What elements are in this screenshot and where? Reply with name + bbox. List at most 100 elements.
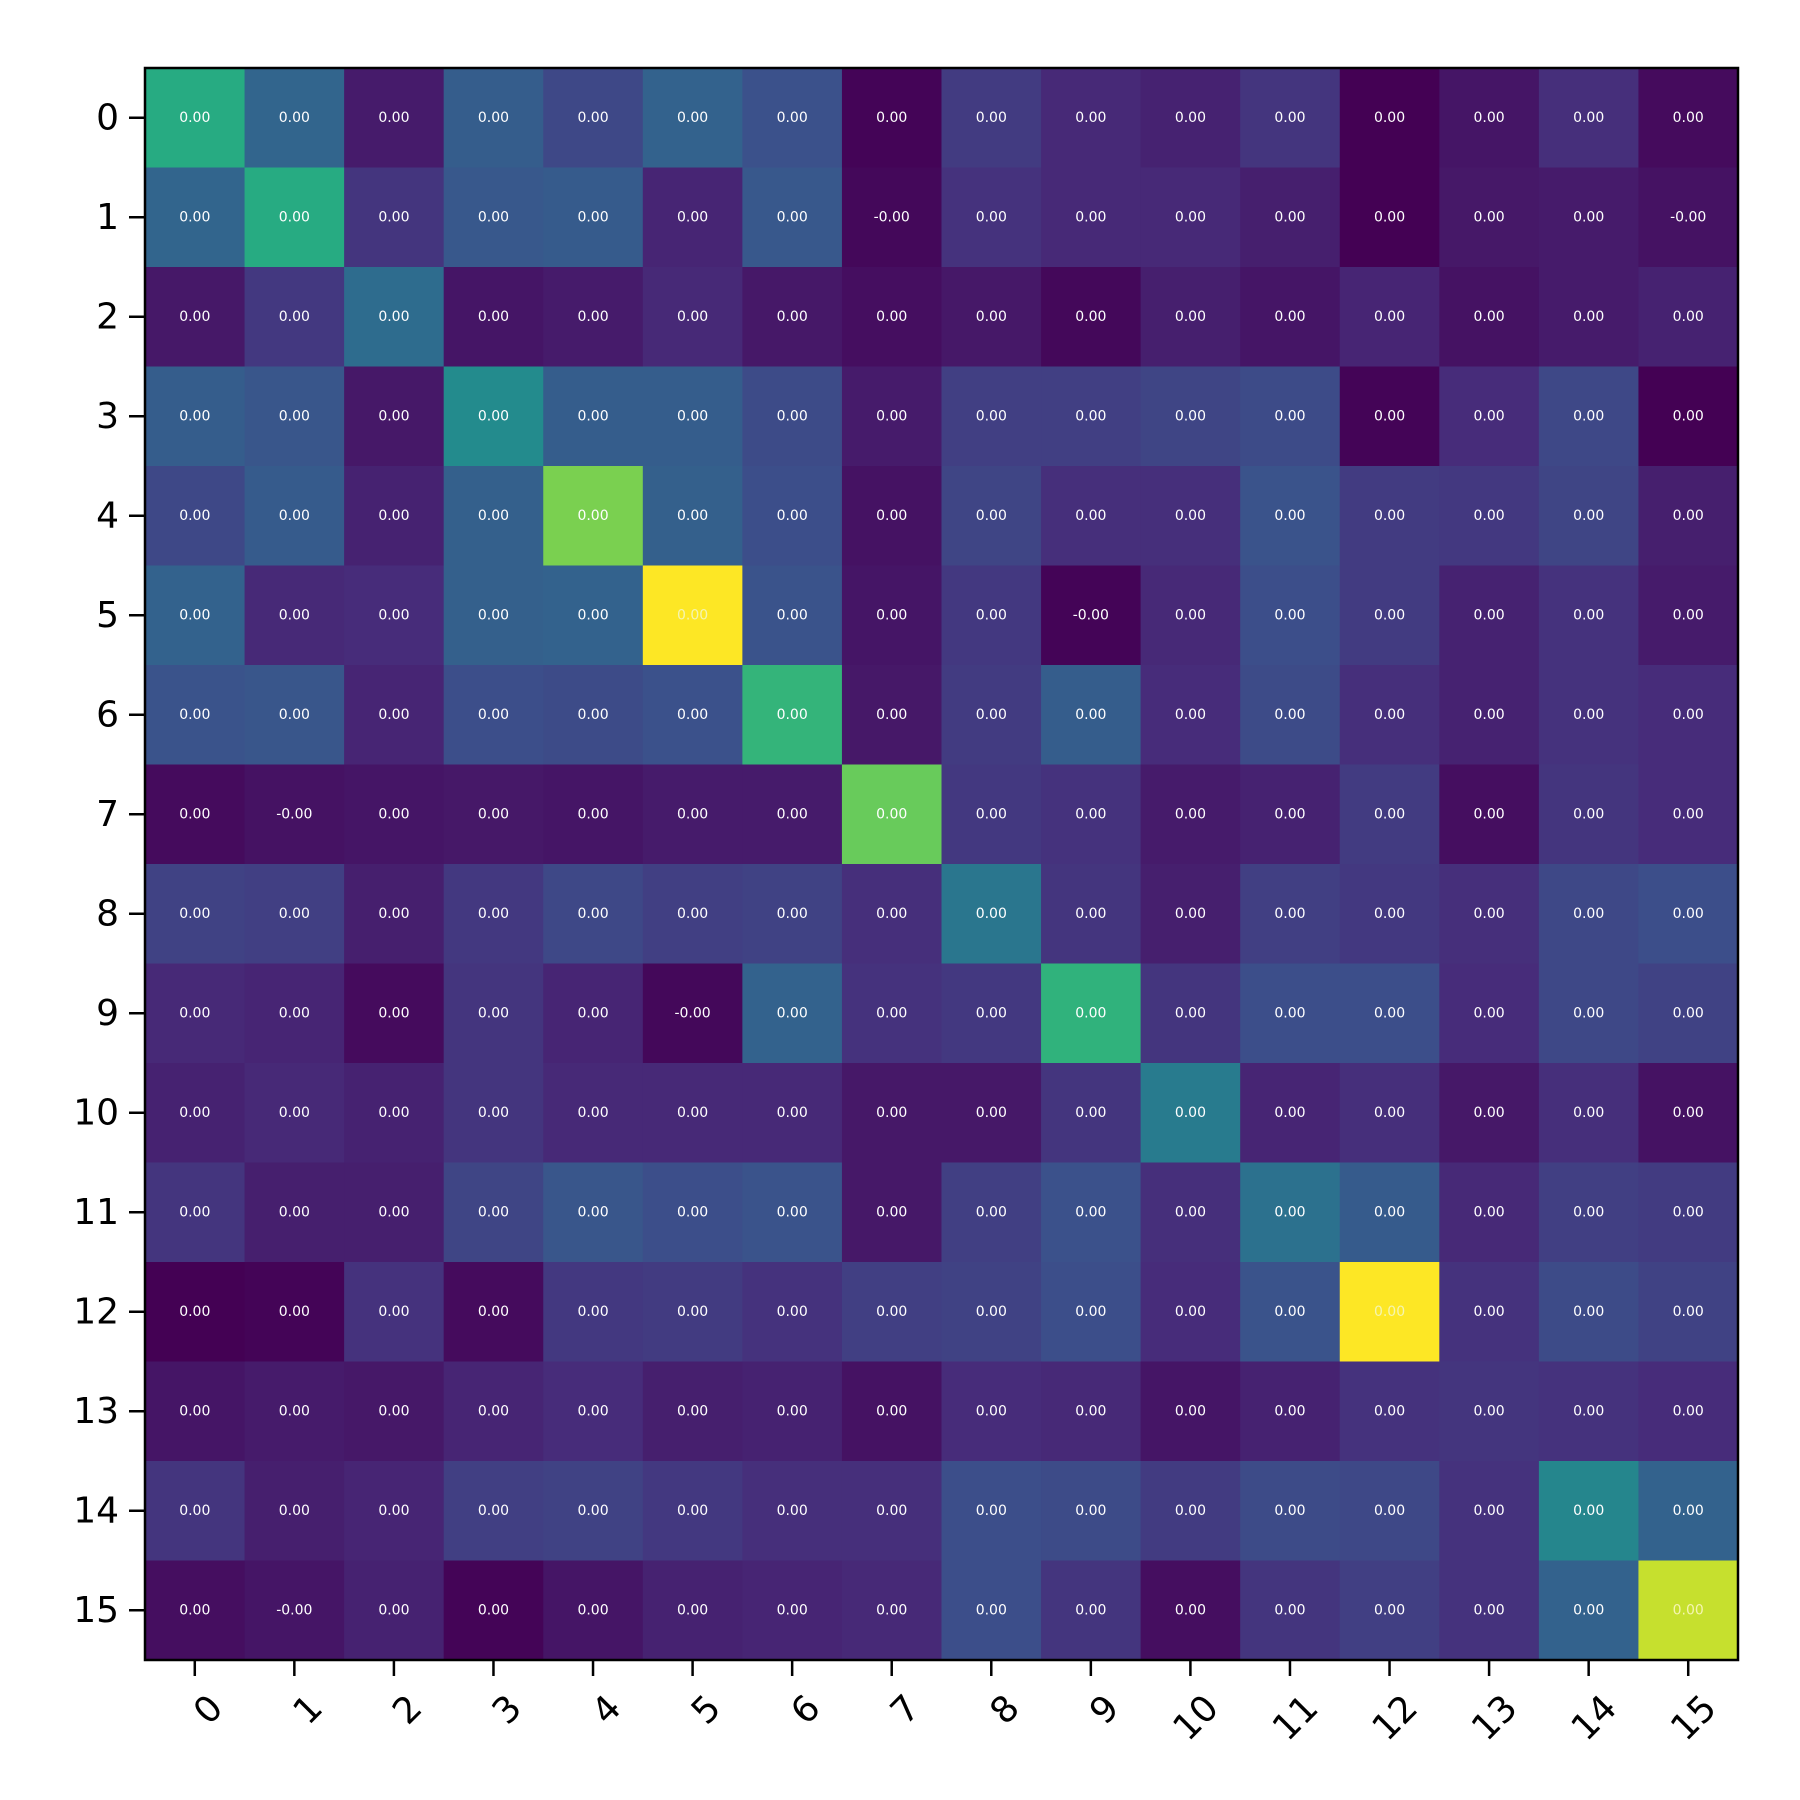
cell-value-label-15-14: 0.00 xyxy=(1573,1602,1604,1618)
cell-value-label-8-11: 0.00 xyxy=(1274,906,1305,922)
cell-value-label-9-10: 0.00 xyxy=(1175,1005,1206,1021)
cell-value-label-12-7: 0.00 xyxy=(876,1304,907,1320)
heatmap-cell-15-9 xyxy=(1041,1560,1142,1661)
cell-value-label-9-7: 0.00 xyxy=(876,1005,907,1021)
heatmap-cell-12-5 xyxy=(642,1262,743,1363)
heatmap-cell-7-7 xyxy=(841,764,943,865)
cell-value-label-14-13: 0.00 xyxy=(1474,1503,1505,1519)
heatmap-cell-0-2 xyxy=(344,68,445,169)
heatmap-cell-3-7 xyxy=(841,366,943,467)
cell-value-label-10-12: 0.00 xyxy=(1374,1105,1405,1121)
heatmap-cell-14-4 xyxy=(543,1461,644,1562)
heatmap-cell-7-3 xyxy=(443,764,544,865)
heatmap-cell-4-7 xyxy=(841,466,943,567)
heatmap-cell-7-2 xyxy=(344,764,445,865)
cell-value-label-12-11: 0.00 xyxy=(1274,1304,1305,1320)
heatmap-cell-2-11 xyxy=(1240,267,1341,368)
cell-value-label-4-4: 0.00 xyxy=(577,508,608,524)
heatmap-cell-1-13 xyxy=(1439,167,1540,268)
cell-value-label-14-7: 0.00 xyxy=(876,1503,907,1519)
heatmap-cell-14-3 xyxy=(443,1461,544,1562)
heatmap-cell-10-13 xyxy=(1439,1063,1540,1164)
heatmap-cell-3-2 xyxy=(344,366,445,467)
heatmap-cell-4-12 xyxy=(1339,466,1440,567)
heatmap-cell-10-3 xyxy=(443,1063,544,1164)
heatmap-cell-6-14 xyxy=(1538,665,1640,766)
heatmap-cell-6-5 xyxy=(642,665,743,766)
heatmap-cell-15-5 xyxy=(642,1560,743,1661)
cell-value-label-0-1: 0.00 xyxy=(279,110,310,126)
cell-value-label-1-11: 0.00 xyxy=(1274,209,1305,225)
heatmap-cell-4-9 xyxy=(1041,466,1142,567)
cell-value-label-15-10: 0.00 xyxy=(1175,1602,1206,1618)
heatmap-cell-6-15 xyxy=(1638,665,1739,766)
cell-value-label-14-6: 0.00 xyxy=(777,1503,808,1519)
heatmap-cell-6-11 xyxy=(1240,665,1341,766)
heatmap-cell-9-9 xyxy=(1041,963,1142,1064)
heatmap-cell-2-0 xyxy=(145,267,246,368)
cell-value-label-15-5: 0.00 xyxy=(677,1602,708,1618)
cell-value-label-8-1: 0.00 xyxy=(279,906,310,922)
cell-value-label-2-5: 0.00 xyxy=(677,309,708,325)
heatmap-cell-3-1 xyxy=(244,366,345,467)
cell-value-label-15-9: 0.00 xyxy=(1075,1602,1106,1618)
heatmap-cell-7-1 xyxy=(244,764,345,865)
cell-value-label-15-3: 0.00 xyxy=(478,1602,509,1618)
heatmap-cell-2-6 xyxy=(742,267,843,368)
cell-value-label-3-4: 0.00 xyxy=(577,408,608,424)
heatmap-cell-2-14 xyxy=(1538,267,1640,368)
heatmap-cell-3-15 xyxy=(1638,366,1739,467)
cell-value-label-15-2: 0.00 xyxy=(378,1602,409,1618)
cell-value-label-4-12: 0.00 xyxy=(1374,508,1405,524)
heatmap-cell-9-12 xyxy=(1339,963,1440,1064)
heatmap-cell-0-4 xyxy=(543,68,644,169)
cell-value-label-2-8: 0.00 xyxy=(976,309,1007,325)
cell-value-label-15-12: 0.00 xyxy=(1374,1602,1405,1618)
cell-value-label-3-2: 0.00 xyxy=(378,408,409,424)
heatmap-cell-13-15 xyxy=(1638,1361,1739,1462)
heatmap-cell-4-11 xyxy=(1240,466,1341,567)
heatmap-cell-14-11 xyxy=(1240,1461,1341,1562)
cell-value-label-0-8: 0.00 xyxy=(976,110,1007,126)
cell-value-label-3-0: 0.00 xyxy=(179,408,210,424)
heatmap-cell-15-1 xyxy=(244,1560,345,1661)
cell-value-label-12-12: 0.00 xyxy=(1374,1304,1405,1320)
cell-value-label-12-13: 0.00 xyxy=(1474,1304,1505,1320)
cell-value-label-15-7: 0.00 xyxy=(876,1602,907,1618)
heatmap-cell-7-6 xyxy=(742,764,843,865)
heatmap-cell-7-14 xyxy=(1538,764,1640,865)
cell-value-label-11-12: 0.00 xyxy=(1374,1204,1405,1220)
cell-value-label-10-14: 0.00 xyxy=(1573,1105,1604,1121)
cell-value-label-3-1: 0.00 xyxy=(279,408,310,424)
cell-value-label-4-14: 0.00 xyxy=(1573,508,1604,524)
cell-value-label-9-4: 0.00 xyxy=(577,1005,608,1021)
heatmap-cell-1-0 xyxy=(145,167,246,268)
heatmap-cell-13-0 xyxy=(145,1361,246,1462)
cell-value-label-5-5: 0.00 xyxy=(677,607,708,623)
cell-value-label-2-13: 0.00 xyxy=(1474,309,1505,325)
cell-value-label-7-2: 0.00 xyxy=(378,806,409,822)
heatmap-cell-5-12 xyxy=(1339,565,1440,666)
heatmap-cell-1-11 xyxy=(1240,167,1341,268)
heatmap-cell-1-10 xyxy=(1140,167,1241,268)
cell-value-label-0-0: 0.00 xyxy=(179,110,210,126)
cell-value-label-12-6: 0.00 xyxy=(777,1304,808,1320)
cell-value-label-1-0: 0.00 xyxy=(179,209,210,225)
heatmap-cell-6-2 xyxy=(344,665,445,766)
heatmap-cell-3-8 xyxy=(941,366,1042,467)
heatmap-cell-4-14 xyxy=(1538,466,1640,567)
cell-value-label-14-3: 0.00 xyxy=(478,1503,509,1519)
cell-value-label-10-0: 0.00 xyxy=(179,1105,210,1121)
cell-value-label-13-10: 0.00 xyxy=(1175,1403,1206,1419)
cell-value-label-9-15: 0.00 xyxy=(1673,1005,1704,1021)
cell-value-label-6-4: 0.00 xyxy=(577,707,608,723)
heatmap-cell-10-10 xyxy=(1140,1063,1241,1164)
cell-value-label-4-3: 0.00 xyxy=(478,508,509,524)
cell-value-label-4-10: 0.00 xyxy=(1175,508,1206,524)
heatmap-cell-9-15 xyxy=(1638,963,1739,1064)
heatmap-cell-8-7 xyxy=(841,864,943,965)
heatmap-cell-8-13 xyxy=(1439,864,1540,965)
cell-value-label-12-10: 0.00 xyxy=(1175,1304,1206,1320)
heatmap-cell-13-5 xyxy=(642,1361,743,1462)
cell-value-label-2-15: 0.00 xyxy=(1673,309,1704,325)
